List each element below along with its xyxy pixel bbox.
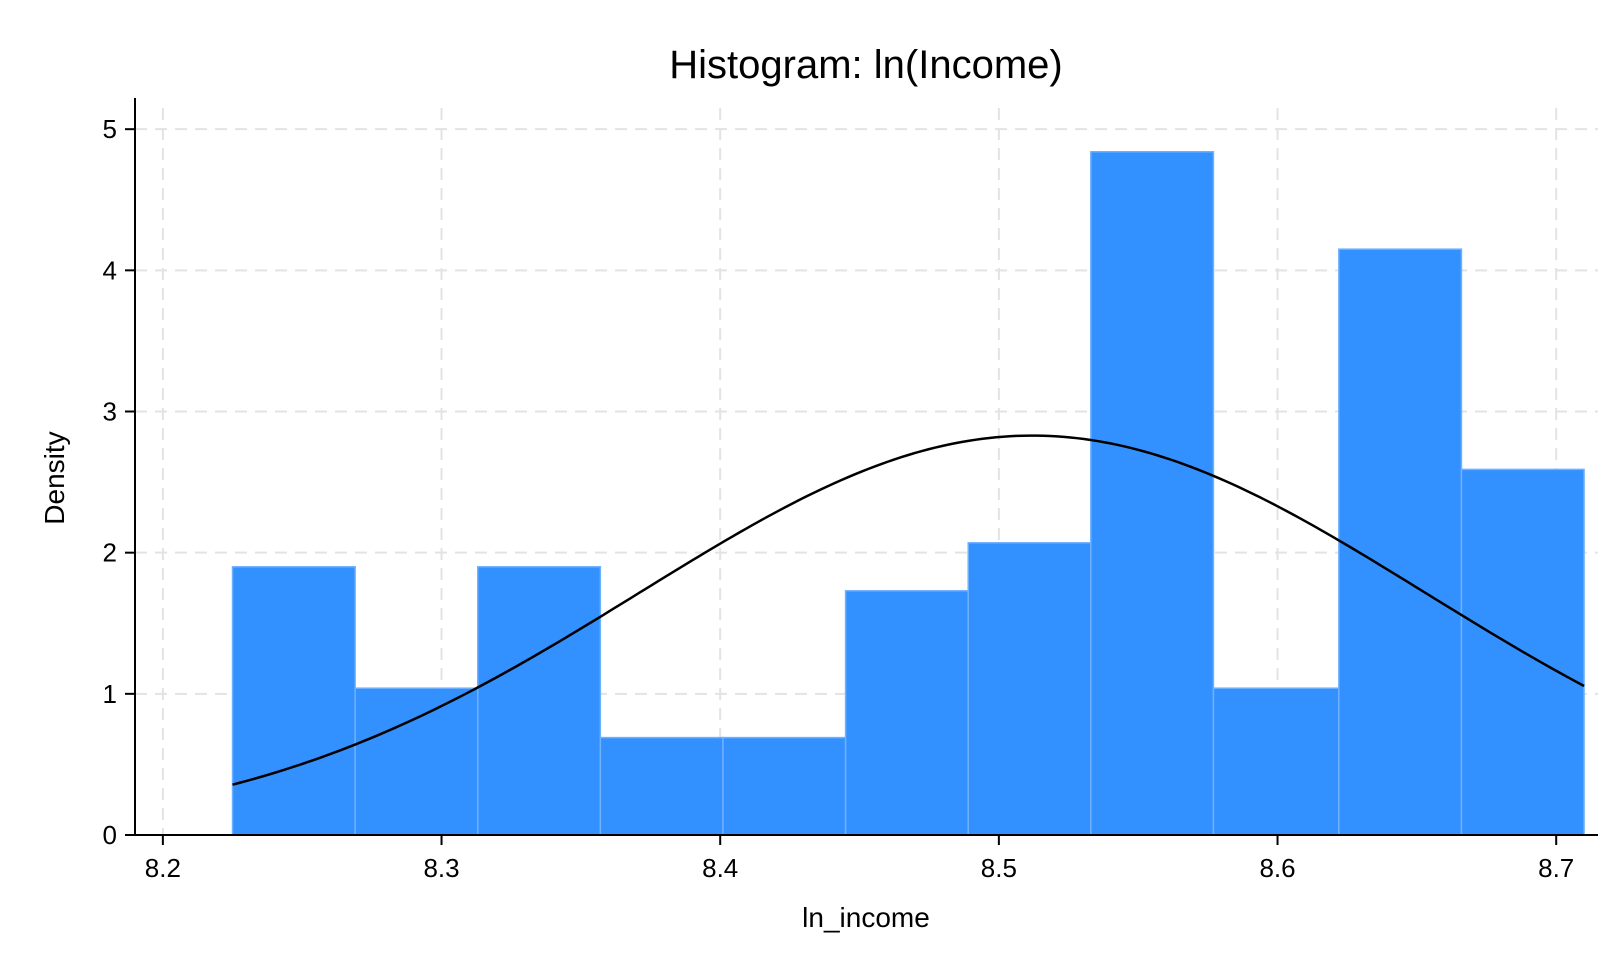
y-axis-title: Density — [39, 431, 70, 524]
x-tick-label: 8.7 — [1538, 853, 1574, 883]
y-tick-label: 5 — [103, 114, 117, 144]
histogram-bar — [1212, 687, 1340, 836]
histogram-bar — [354, 687, 479, 836]
x-tick-label: 8.6 — [1259, 853, 1295, 883]
histogram-bar — [231, 566, 356, 836]
axes — [125, 98, 1598, 845]
normal-density-curve — [232, 434, 1585, 786]
histogram-bar — [599, 736, 724, 836]
x-tick-label: 8.2 — [145, 853, 181, 883]
x-tick-label: 8.5 — [981, 853, 1017, 883]
histogram-bar — [967, 542, 1092, 836]
tick-labels: 8.2 8.3 8.4 8.5 8.6 8.7 0 1 2 3 4 5 — [103, 114, 1575, 883]
y-tick-label: 0 — [103, 820, 117, 850]
y-tick-label: 4 — [103, 255, 117, 285]
histogram-bar — [477, 566, 602, 836]
histogram-bar — [1090, 151, 1215, 836]
x-axis-title: ln_income — [802, 902, 930, 933]
histogram-bar — [722, 736, 847, 836]
histogram-bar — [844, 590, 969, 836]
x-tick-label: 8.4 — [702, 853, 738, 883]
y-tick-label: 1 — [103, 679, 117, 709]
chart-title: Histogram: ln(Income) — [669, 43, 1062, 87]
x-tick-label: 8.3 — [423, 853, 459, 883]
y-tick-label: 2 — [103, 538, 117, 568]
histogram-bar — [1338, 248, 1463, 836]
histogram-bars — [231, 151, 1585, 836]
y-tick-label: 3 — [103, 397, 117, 427]
